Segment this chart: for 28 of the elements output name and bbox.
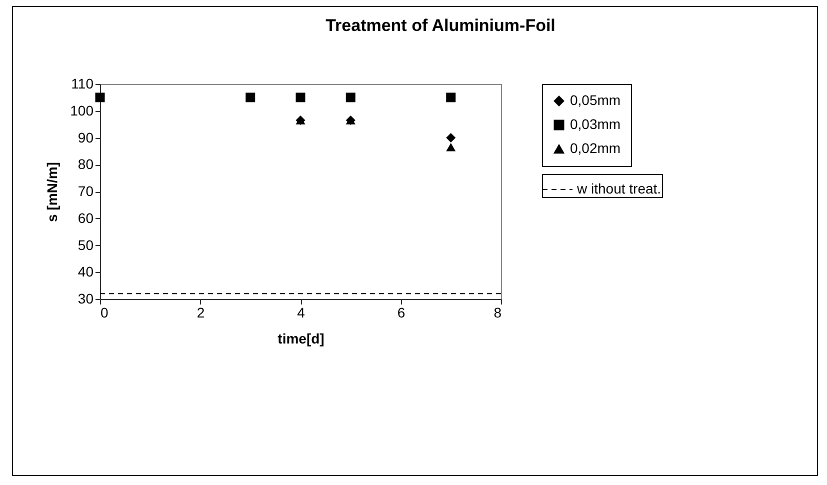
y-tick-label: 50 — [78, 236, 94, 253]
x-tick-label: 4 — [297, 304, 306, 320]
x-tick-label: 2 — [196, 304, 205, 320]
x-tick-label: 0 — [100, 304, 108, 320]
y-tick-label: 60 — [78, 210, 94, 226]
point — [95, 92, 105, 102]
chart-title: Treatment of Aluminium-Foil — [326, 16, 556, 35]
x-tick-label: 8 — [494, 304, 502, 320]
legend-label: 0,05mm — [570, 92, 621, 108]
legend-label: 0,02mm — [570, 140, 621, 156]
y-tick-label: 110 — [71, 76, 94, 92]
y-tick-label: 70 — [78, 183, 94, 199]
point — [446, 133, 456, 142]
legend-label: 0,03mm — [570, 116, 621, 132]
y-tick-label: 30 — [78, 290, 94, 306]
x-tick-label: 6 — [397, 304, 406, 320]
y-tick-label: 100 — [70, 102, 94, 118]
x-axis-title: time[d] — [278, 330, 324, 346]
point — [246, 92, 256, 102]
legend-label: w ithout treat. — [576, 180, 662, 196]
point — [346, 92, 356, 102]
point — [446, 92, 456, 102]
y-axis-title: s [mN/m] — [44, 162, 60, 222]
point — [296, 92, 306, 102]
y-tick-label: 90 — [78, 129, 94, 146]
y-tick-label: 80 — [78, 156, 94, 172]
y-tick-label: 40 — [78, 264, 94, 280]
point — [446, 143, 456, 152]
